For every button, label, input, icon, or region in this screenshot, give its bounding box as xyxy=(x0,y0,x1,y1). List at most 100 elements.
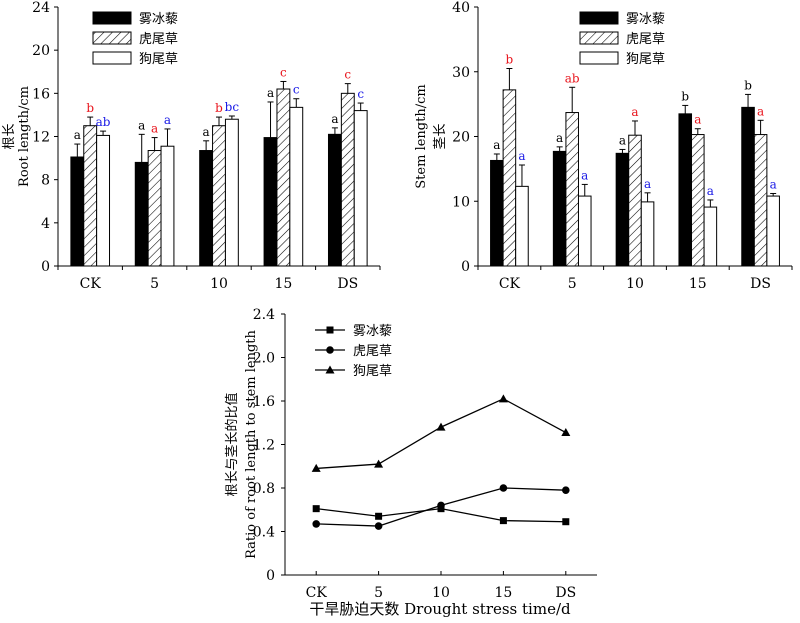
y-tick-label: 0 xyxy=(41,259,50,275)
significance-label: a xyxy=(203,125,210,139)
bar xyxy=(147,150,162,267)
bar xyxy=(628,134,642,267)
significance-label: a xyxy=(151,122,158,136)
significance-label: bc xyxy=(225,100,240,114)
legend-label: 狗尾草 xyxy=(626,52,665,67)
significance-label: a xyxy=(770,177,777,191)
bar xyxy=(703,206,718,267)
x-tick-label: 10 xyxy=(210,276,228,292)
y-tick-label: 40 xyxy=(452,0,470,16)
bar xyxy=(276,88,291,267)
bar xyxy=(327,133,342,267)
significance-label: a xyxy=(757,104,764,118)
bar xyxy=(577,195,592,267)
bar xyxy=(741,106,755,267)
data-point xyxy=(562,486,570,494)
legend-swatch xyxy=(579,11,619,25)
data-point xyxy=(375,512,383,520)
legend-label: 虎尾草 xyxy=(626,32,665,47)
bar xyxy=(224,118,239,267)
y-tick-label: 24 xyxy=(32,0,50,16)
ratio-chart: 0 0.4 0.8 1.2 1.6 2.0 2.4 CK 5 10 15 DS 雾冰藜虎尾草狗尾草根长与… xyxy=(224,307,597,618)
significance-label: c xyxy=(344,68,351,82)
legend-swatch xyxy=(579,31,619,45)
legend-label: 虎尾草 xyxy=(139,32,178,47)
bar xyxy=(134,161,149,267)
legend-label: 狗尾草 xyxy=(353,364,392,379)
significance-label: ab xyxy=(565,71,580,85)
x-tick-label: DS xyxy=(337,276,358,292)
y-axis-label-en: Ratio of root length to stem length xyxy=(244,329,259,558)
y-tick-label: 0 xyxy=(461,259,470,275)
y-tick-label: 10 xyxy=(452,194,470,210)
bar xyxy=(565,112,579,267)
significance-label: b xyxy=(215,101,223,115)
data-point xyxy=(312,505,320,513)
significance-label: c xyxy=(280,65,287,79)
series-line xyxy=(316,398,567,470)
y-tick-label: 8 xyxy=(41,173,50,189)
bar xyxy=(212,125,226,267)
significance-label: a xyxy=(138,118,145,132)
y-tick-label: 16 xyxy=(32,86,50,102)
y-tick-label: 1.6 xyxy=(253,394,275,410)
significance-label: c xyxy=(357,87,364,101)
y-tick-label: 0.4 xyxy=(253,525,275,541)
data-point xyxy=(312,520,321,528)
y-axis-label-en: Stem length/cm xyxy=(414,84,429,188)
bar xyxy=(353,110,368,267)
significance-label: a xyxy=(581,168,588,182)
x-tick-label: 5 xyxy=(374,585,383,601)
x-tick-label: 15 xyxy=(494,585,512,601)
bar xyxy=(490,159,504,267)
x-tick-label: CK xyxy=(306,585,328,601)
bar xyxy=(160,145,175,267)
x-tick-label: CK xyxy=(499,276,521,292)
bar xyxy=(753,134,768,267)
bar xyxy=(70,156,85,267)
x-tick-label: 5 xyxy=(150,276,159,292)
significance-label: a xyxy=(493,138,500,152)
bar xyxy=(615,152,630,267)
bar xyxy=(640,201,655,267)
y-tick-label: 4 xyxy=(41,216,50,232)
data-point xyxy=(562,518,570,526)
legend-label: 雾冰藜 xyxy=(626,12,665,27)
y-tick-label: 20 xyxy=(452,130,470,146)
y-tick-label: 0.8 xyxy=(253,481,275,497)
significance-label: a xyxy=(694,113,701,127)
significance-label: ab xyxy=(96,115,111,129)
significance-label: b xyxy=(506,53,514,67)
data-point xyxy=(561,428,571,437)
bar xyxy=(766,195,780,267)
y-axis-label-cn: 根长 xyxy=(2,123,17,149)
legend-marker xyxy=(325,365,335,374)
bar xyxy=(263,137,278,267)
significance-label: b xyxy=(744,78,752,92)
y-tick-label: 20 xyxy=(32,43,50,59)
significance-label: a xyxy=(707,184,714,198)
bar xyxy=(691,134,705,267)
data-point xyxy=(498,394,508,403)
y-axis-label-cn: 茎长 xyxy=(433,123,448,149)
x-tick-label: 10 xyxy=(626,276,644,292)
y-tick-label: 12 xyxy=(32,130,50,146)
significance-label: b xyxy=(681,89,689,103)
bar xyxy=(96,134,111,267)
bar xyxy=(340,92,355,267)
data-point xyxy=(499,517,507,525)
bar xyxy=(289,106,304,267)
significance-label: b xyxy=(86,101,94,115)
x-tick-label: CK xyxy=(80,276,102,292)
y-tick-label: 2.0 xyxy=(253,351,275,367)
y-axis-label-cn: 根长与茎长的比值 xyxy=(224,392,240,496)
x-tick-label: 15 xyxy=(689,276,707,292)
y-tick-label: 2.4 xyxy=(253,307,275,323)
bar xyxy=(83,125,98,267)
significance-label: a xyxy=(331,112,338,126)
bar xyxy=(199,150,214,267)
